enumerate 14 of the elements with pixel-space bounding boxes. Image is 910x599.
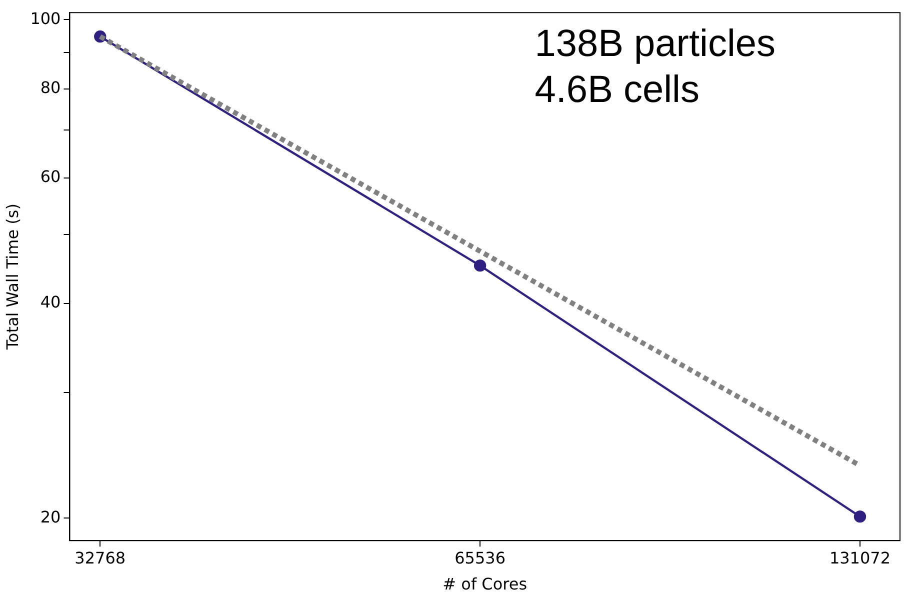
- y-tick-label: 100: [30, 8, 61, 28]
- x-axis-title: # of Cores: [442, 574, 528, 594]
- y-tick-label: 40: [40, 292, 61, 312]
- y-axis-title: Total Wall Time (s): [2, 204, 22, 351]
- annotation: 4.6B cells: [534, 69, 700, 112]
- x-tick-label: 32768: [74, 548, 126, 568]
- x-tick-label: 65536: [454, 548, 506, 568]
- y-tick-label: 20: [40, 507, 61, 526]
- point: [474, 259, 486, 272]
- y-tick-label: 60: [40, 167, 61, 186]
- point: [854, 510, 866, 523]
- x-tick-label: 131072: [829, 548, 891, 568]
- annotation: 138B particles: [534, 23, 776, 66]
- y-tick-label: 80: [40, 78, 61, 97]
